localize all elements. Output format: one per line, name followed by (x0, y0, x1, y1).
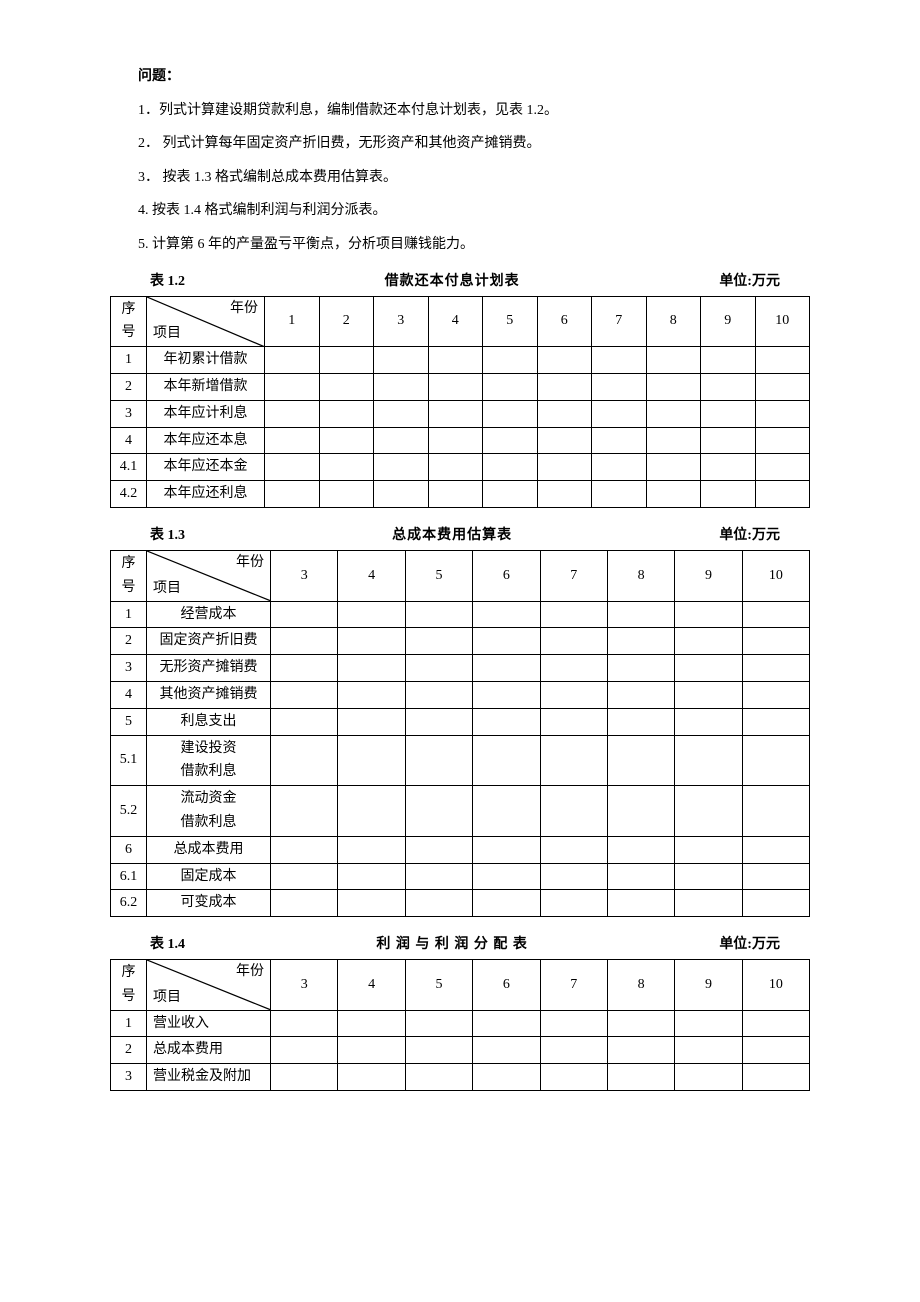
year-col: 10 (742, 960, 809, 1011)
row-name: 本年应还本息 (147, 427, 265, 454)
table-row: 2固定资产折旧费 (111, 628, 810, 655)
table-row: 3营业税金及附加 (111, 1064, 810, 1091)
table-row: 2本年新增借款 (111, 373, 810, 400)
row-name: 营业税金及附加 (147, 1064, 271, 1091)
table-row: 6.2可变成本 (111, 890, 810, 917)
table-label: 表 1.4 (150, 931, 185, 959)
table-title: 利 润 与 利 润 分 配 表 (376, 931, 528, 959)
table-label: 表 1.2 (150, 268, 185, 296)
table-row: 1营业收入 (111, 1010, 810, 1037)
row-name: 固定成本 (147, 863, 271, 890)
year-col: 7 (540, 960, 607, 1011)
table-row: 3本年应计利息 (111, 400, 810, 427)
row-name: 年初累计借款 (147, 347, 265, 374)
year-col: 7 (592, 296, 647, 347)
questions-heading: 问题： (110, 60, 810, 94)
question-item: 2． 列式计算每年固定资产折旧费，无形资产和其他资产摊销费。 (110, 127, 810, 161)
table-header-row: 序号 年份 项目 1 2 3 4 5 6 7 8 9 10 (111, 296, 810, 347)
year-col: 10 (742, 550, 809, 601)
table-1-3-caption: 表 1.3 总成本费用估算表 单位:万元 (110, 522, 810, 550)
year-col: 5 (483, 296, 538, 347)
table-row: 6总成本费用 (111, 836, 810, 863)
diagonal-header: 年份 项目 (147, 296, 265, 347)
table-row: 6.1固定成本 (111, 863, 810, 890)
row-name: 固定资产折旧费 (147, 628, 271, 655)
row-name: 本年应还本金 (147, 454, 265, 481)
year-col: 3 (374, 296, 429, 347)
question-item: 1．列式计算建设期贷款利息，编制借款还本付息计划表，见表 1.2。 (110, 94, 810, 128)
row-name: 经营成本 (147, 601, 271, 628)
year-col: 4 (338, 550, 405, 601)
table-1-4-caption: 表 1.4 利 润 与 利 润 分 配 表 单位:万元 (110, 931, 810, 959)
table-header-row: 序号 年份 项目 3 4 5 6 7 8 9 10 (111, 550, 810, 601)
row-name: 流动资金借款利息 (147, 786, 271, 837)
table-unit: 单位:万元 (719, 522, 780, 550)
year-col: 5 (405, 550, 472, 601)
table-row: 4.2本年应还利息 (111, 481, 810, 508)
row-name: 总成本费用 (147, 836, 271, 863)
table-row: 1年初累计借款 (111, 347, 810, 374)
year-col: 5 (405, 960, 472, 1011)
year-col: 3 (271, 960, 338, 1011)
seq-header: 序号 (111, 960, 147, 1011)
table-header-row: 序号 年份 项目 3 4 5 6 7 8 9 10 (111, 960, 810, 1011)
table-row: 4其他资产摊销费 (111, 681, 810, 708)
year-col: 7 (540, 550, 607, 601)
table-row: 2总成本费用 (111, 1037, 810, 1064)
table-label: 表 1.3 (150, 522, 185, 550)
year-col: 9 (675, 550, 742, 601)
table-row: 5.2流动资金借款利息 (111, 786, 810, 837)
table-row: 4.1本年应还本金 (111, 454, 810, 481)
table-unit: 单位:万元 (719, 268, 780, 296)
row-name: 无形资产摊销费 (147, 655, 271, 682)
table-row: 3无形资产摊销费 (111, 655, 810, 682)
row-name: 其他资产摊销费 (147, 681, 271, 708)
year-col: 1 (265, 296, 320, 347)
diagonal-header: 年份 项目 (147, 960, 271, 1011)
year-col: 9 (701, 296, 756, 347)
seq-header: 序号 (111, 550, 147, 601)
table-title: 借款还本付息计划表 (385, 268, 520, 296)
question-item: 4. 按表 1.4 格式编制利润与利润分派表。 (110, 194, 810, 228)
table-row: 5利息支出 (111, 708, 810, 735)
year-col: 6 (473, 550, 540, 601)
row-name: 本年新增借款 (147, 373, 265, 400)
year-col: 10 (755, 296, 810, 347)
questions-block: 问题： 1．列式计算建设期贷款利息，编制借款还本付息计划表，见表 1.2。 2．… (110, 60, 810, 262)
row-name: 营业收入 (147, 1010, 271, 1037)
year-col: 6 (473, 960, 540, 1011)
question-item: 5. 计算第 6 年的产量盈亏平衡点，分析项目赚钱能力。 (110, 228, 810, 262)
row-name: 总成本费用 (147, 1037, 271, 1064)
year-col: 8 (607, 960, 674, 1011)
year-col: 9 (675, 960, 742, 1011)
year-col: 2 (319, 296, 374, 347)
table-1-2: 序号 年份 项目 1 2 3 4 5 6 7 8 9 10 1年初累计借款 2本… (110, 296, 810, 508)
table-1-2-caption: 表 1.2 借款还本付息计划表 单位:万元 (110, 268, 810, 296)
row-name: 本年应还利息 (147, 481, 265, 508)
year-col: 3 (271, 550, 338, 601)
row-name: 建设投资借款利息 (147, 735, 271, 786)
row-name: 利息支出 (147, 708, 271, 735)
year-col: 8 (607, 550, 674, 601)
year-col: 6 (537, 296, 592, 347)
diagonal-header: 年份 项目 (147, 550, 271, 601)
row-name: 可变成本 (147, 890, 271, 917)
table-row: 5.1建设投资借款利息 (111, 735, 810, 786)
year-col: 4 (428, 296, 483, 347)
row-name: 本年应计利息 (147, 400, 265, 427)
question-item: 3． 按表 1.3 格式编制总成本费用估算表。 (110, 161, 810, 195)
table-1-3: 序号 年份 项目 3 4 5 6 7 8 9 10 1经营成本 2固定资产折旧费… (110, 550, 810, 917)
table-row: 4本年应还本息 (111, 427, 810, 454)
table-1-4: 序号 年份 项目 3 4 5 6 7 8 9 10 1营业收入 2总成本费用 3… (110, 959, 810, 1091)
table-row: 1经营成本 (111, 601, 810, 628)
year-col: 8 (646, 296, 701, 347)
table-title: 总成本费用估算表 (392, 522, 512, 550)
seq-header: 序号 (111, 296, 147, 347)
table-unit: 单位:万元 (719, 931, 780, 959)
year-col: 4 (338, 960, 405, 1011)
